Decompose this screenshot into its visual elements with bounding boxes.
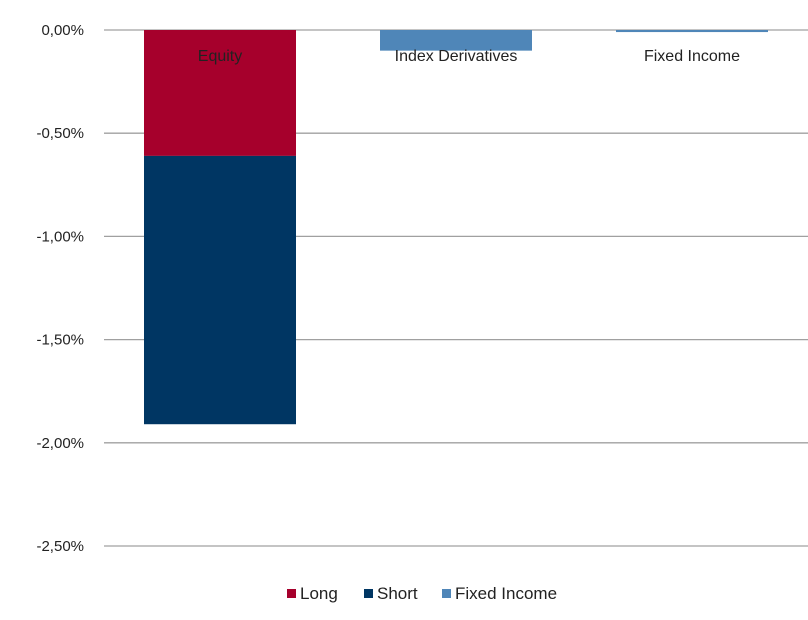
bar-index-derivatives-fixed-income [380, 30, 532, 51]
legend-label: Short [377, 584, 418, 603]
y-tick-label: 0,00% [41, 22, 84, 39]
category-label: Index Derivatives [395, 48, 518, 65]
legend-label: Fixed Income [455, 584, 557, 603]
legend-swatch [287, 589, 296, 598]
category-label: Fixed Income [644, 48, 740, 65]
legend-swatch [364, 589, 373, 598]
bar-equity-short [144, 155, 296, 425]
bar-equity-long [144, 30, 296, 156]
y-tick-label: -2,50% [36, 538, 84, 555]
legend-label: Long [300, 584, 338, 603]
bar-fixed-income-fixed-income [616, 30, 768, 33]
y-axis-ticks: 0,00% -0,50% -1,00% -1,50% -2,00% -2,50% [36, 22, 84, 555]
y-tick-label: -2,00% [36, 435, 84, 452]
y-tick-label: -0,50% [36, 125, 84, 142]
legend: Long Short Fixed Income [287, 584, 557, 603]
bars [144, 30, 768, 425]
y-tick-label: -1,00% [36, 228, 84, 245]
category-label: Equity [198, 48, 242, 65]
y-tick-label: -1,50% [36, 332, 84, 349]
legend-swatch [442, 589, 451, 598]
category-labels: Equity Index Derivatives Fixed Income [198, 48, 740, 65]
